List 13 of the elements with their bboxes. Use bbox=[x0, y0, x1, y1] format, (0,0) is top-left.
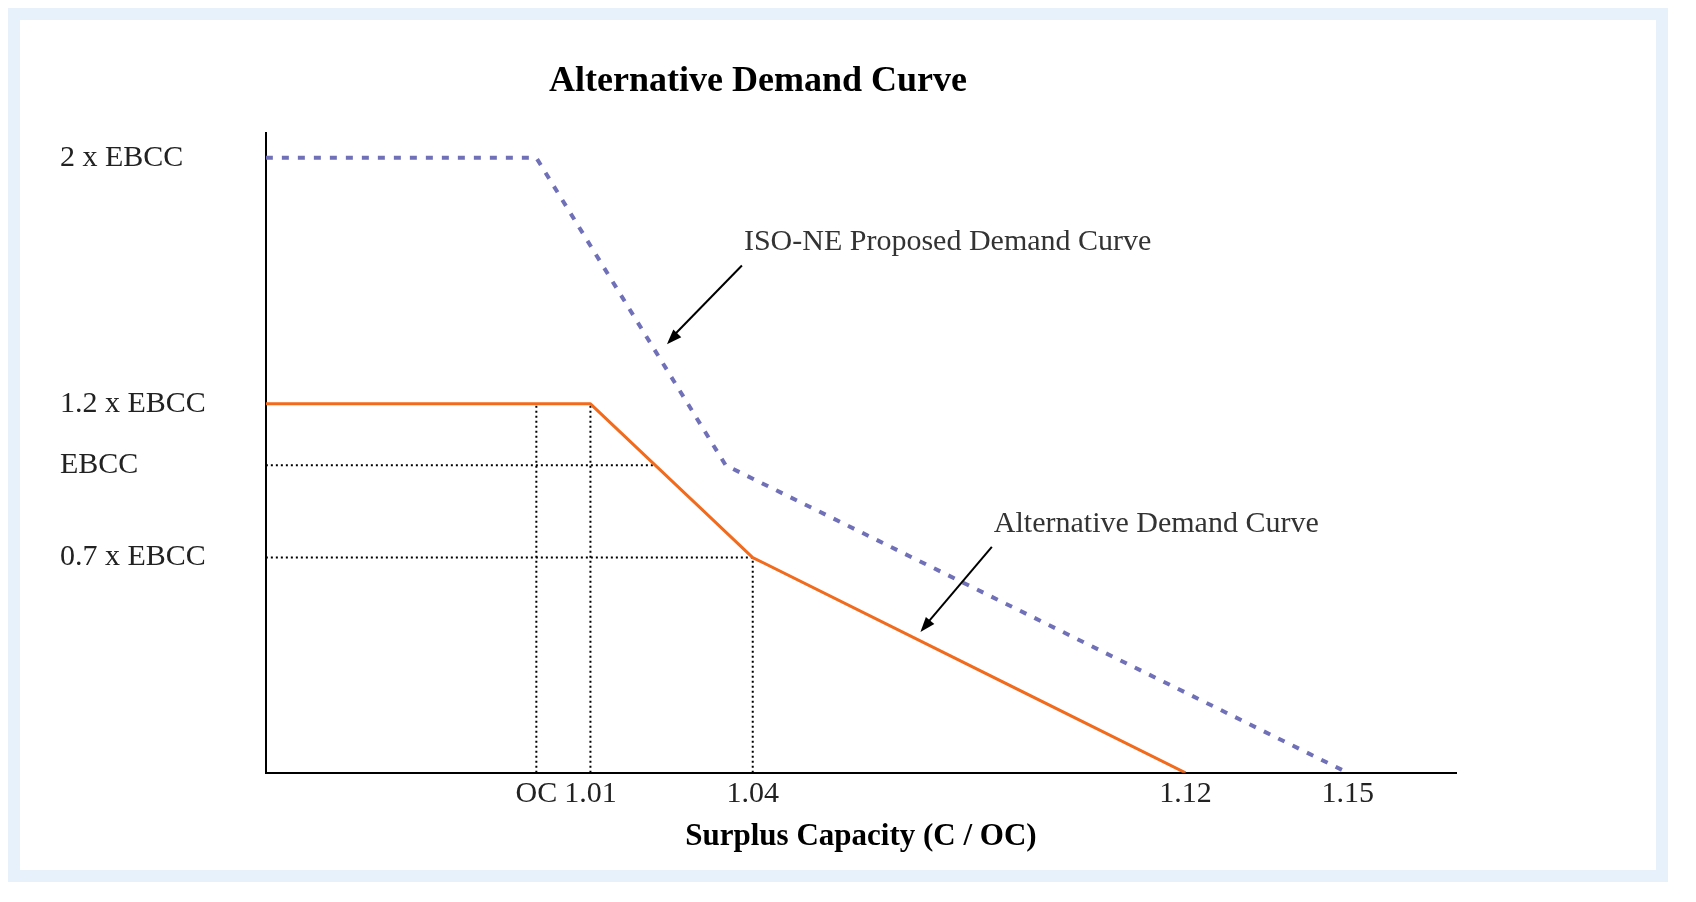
annotation: ISO-NE Proposed Demand Curve bbox=[743, 223, 1152, 257]
x-tick-label: 1.04 bbox=[726, 774, 779, 808]
chart-title: Alternative Demand Curve bbox=[549, 58, 967, 99]
x-tick-label: 1.12 bbox=[1159, 774, 1212, 808]
y-tick-label: 2 x EBCC bbox=[60, 138, 184, 172]
y-tick-label: 0.7 x EBCC bbox=[60, 538, 206, 572]
y-tick-label: EBCC bbox=[60, 446, 139, 480]
y-tick-label: 1.2 x EBCC bbox=[60, 384, 206, 418]
x-tick-label: OC bbox=[515, 774, 558, 808]
x-tick-label: 1.01 bbox=[564, 774, 617, 808]
annotation: Alternative Demand Curve bbox=[993, 504, 1319, 538]
x-axis-title: Surplus Capacity (C / OC) bbox=[685, 817, 1037, 853]
x-tick-label: 1.15 bbox=[1321, 774, 1375, 808]
